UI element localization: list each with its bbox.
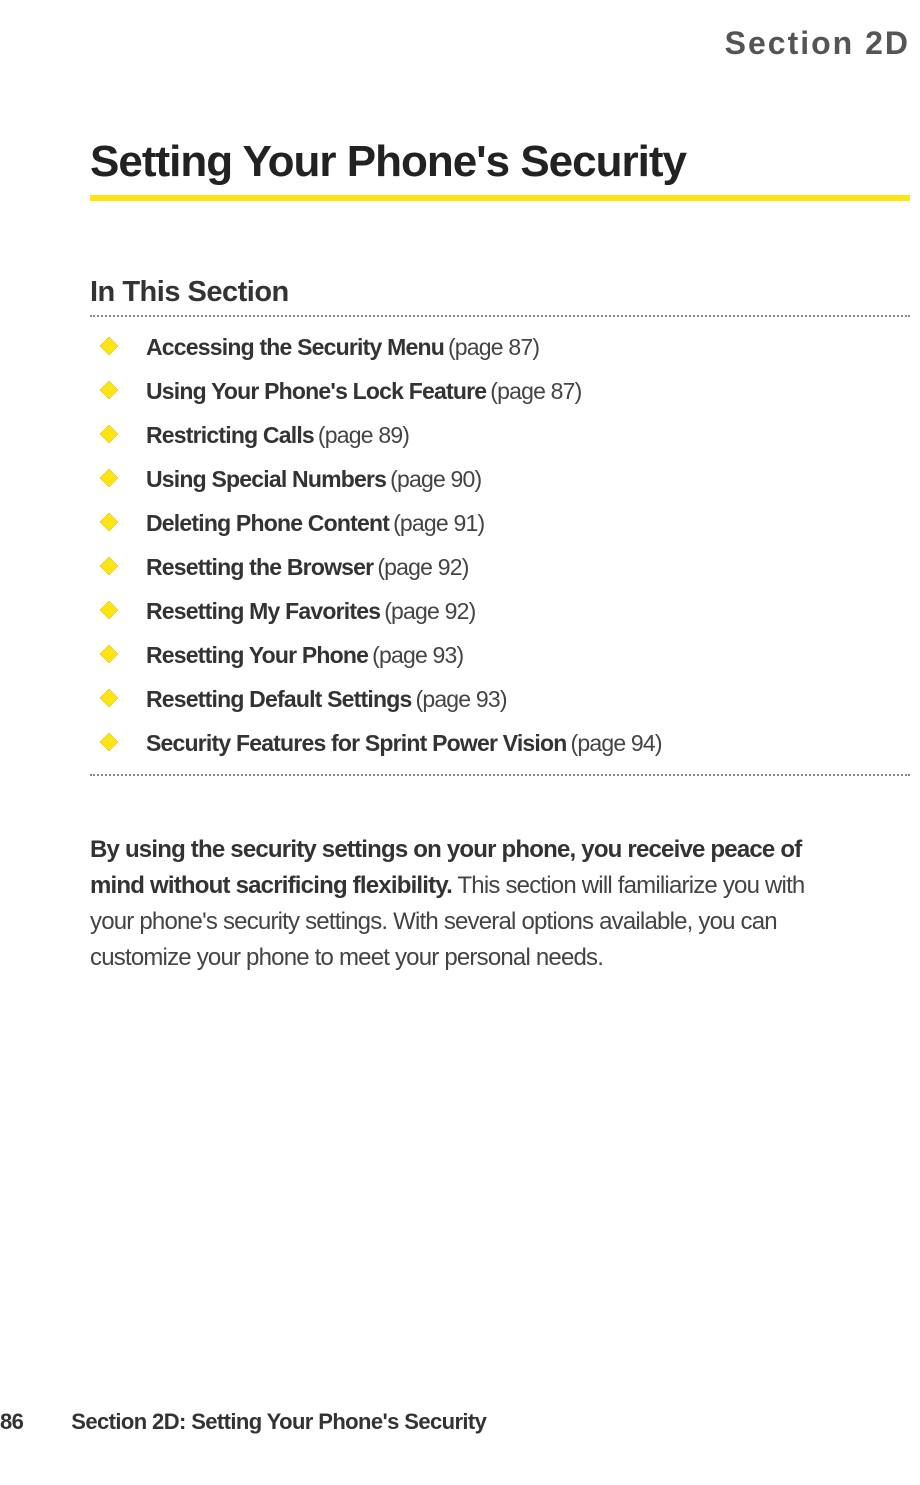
toc-page-ref: (page 93) [372, 642, 463, 668]
diamond-bullet-icon [100, 381, 146, 399]
toc-page-ref: (page 92) [377, 554, 468, 580]
toc-page-ref: (page 93) [415, 686, 506, 712]
toc-label: Restricting Calls [146, 422, 314, 448]
toc-page-ref: (page 87) [448, 334, 539, 360]
diamond-bullet-icon [100, 469, 146, 487]
toc-label: Using Your Phone's Lock Feature [146, 378, 486, 404]
toc-page-ref: (page 91) [393, 510, 484, 536]
toc-label: Resetting Default Settings [146, 686, 411, 712]
toc-item: Resetting Default Settings(page 93) [100, 686, 910, 713]
toc-item: Resetting My Favorites(page 92) [100, 598, 910, 625]
dotted-rule-bottom [90, 774, 910, 776]
toc-page-ref: (page 92) [384, 598, 475, 624]
toc-label: Resetting My Favorites [146, 598, 380, 624]
toc-item: Security Features for Sprint Power Visio… [100, 730, 910, 757]
running-title: Section 2D: Setting Your Phone's Securit… [71, 1409, 486, 1434]
toc-item: Resetting the Browser(page 92) [100, 554, 910, 581]
toc-item: Using Your Phone's Lock Feature(page 87) [100, 378, 910, 405]
toc-item: Resetting Your Phone(page 93) [100, 642, 910, 669]
toc-label: Deleting Phone Content [146, 510, 389, 536]
diamond-bullet-icon [100, 645, 146, 663]
toc-page-ref: (page 89) [318, 422, 409, 448]
page-number: 86 [0, 1409, 23, 1435]
diamond-bullet-icon [100, 733, 146, 751]
title-underline [90, 195, 910, 201]
diamond-bullet-icon [100, 425, 146, 443]
toc-label: Accessing the Security Menu [146, 334, 444, 360]
toc-item: Using Special Numbers(page 90) [100, 466, 910, 493]
toc-item: Accessing the Security Menu(page 87) [100, 334, 910, 361]
diamond-bullet-icon [100, 557, 146, 575]
toc-label: Security Features for Sprint Power Visio… [146, 730, 567, 756]
intro-paragraph: By using the security settings on your p… [90, 832, 910, 976]
toc-list: Accessing the Security Menu(page 87) Usi… [90, 334, 910, 757]
diamond-bullet-icon [100, 601, 146, 619]
toc-item: Restricting Calls(page 89) [100, 422, 910, 449]
toc-label: Resetting Your Phone [146, 642, 368, 668]
diamond-bullet-icon [100, 513, 146, 531]
page-title: Setting Your Phone's Security [90, 137, 910, 187]
dotted-rule-top [90, 315, 910, 317]
toc-page-ref: (page 90) [390, 466, 481, 492]
diamond-bullet-icon [100, 689, 146, 707]
section-header: Section 2D [90, 25, 910, 62]
toc-label: Resetting the Browser [146, 554, 373, 580]
diamond-bullet-icon [100, 337, 146, 355]
in-this-section-heading: In This Section [90, 276, 910, 309]
toc-item: Deleting Phone Content(page 91) [100, 510, 910, 537]
toc-page-ref: (page 87) [490, 378, 581, 404]
toc-label: Using Special Numbers [146, 466, 386, 492]
toc-page-ref: (page 94) [571, 730, 662, 756]
page-footer: 86 Section 2D: Setting Your Phone's Secur… [0, 1409, 486, 1435]
